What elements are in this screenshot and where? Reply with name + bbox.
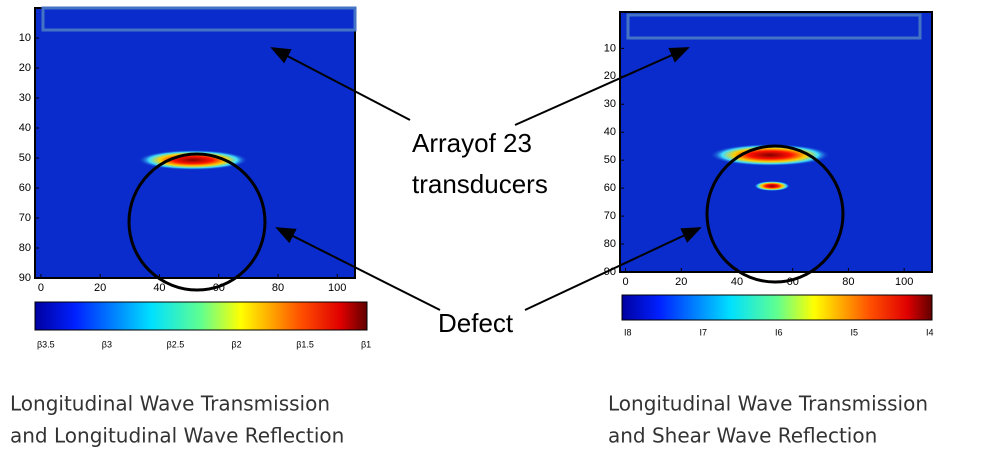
colorbar-label: I7: [700, 327, 708, 337]
y-tick-label: 70: [19, 212, 31, 224]
x-tick-label: 20: [675, 276, 687, 288]
caption: Longitudinal Wave Transmission: [608, 392, 928, 416]
y-tick-label: 90: [19, 272, 31, 284]
colorbar: [34, 301, 368, 331]
y-tick-label: 30: [604, 98, 616, 110]
y-tick-label: 70: [604, 210, 616, 222]
x-tick-label: 0: [38, 282, 44, 294]
colorbar-label: β1.5: [296, 339, 314, 349]
colorbar-label: β2: [231, 339, 241, 349]
colorbar-label: I6: [775, 327, 783, 337]
colorbar-label: β3.5: [37, 339, 55, 349]
blob: [754, 181, 790, 191]
y-tick-label: 40: [604, 126, 616, 138]
colorbar-label: I5: [851, 327, 859, 337]
x-tick-label: 80: [842, 276, 854, 288]
x-tick-label: 100: [328, 282, 346, 294]
colorbar-label: I4: [926, 327, 934, 337]
array-highlight: [41, 6, 357, 32]
annotation: Defect: [438, 308, 514, 338]
arrow: [270, 47, 411, 121]
blob: [138, 150, 248, 170]
arrow: [275, 227, 441, 311]
annotation: Arrayof 23: [412, 128, 532, 158]
y-tick-label: 80: [19, 242, 31, 254]
caption: and Longitudinal Wave Reflection: [10, 424, 344, 448]
caption: Longitudinal Wave Transmission: [10, 392, 330, 416]
y-tick-label: 30: [19, 92, 31, 104]
annotation: transducers: [412, 169, 548, 199]
y-tick-label: 20: [604, 70, 616, 82]
x-tick-label: 100: [895, 276, 913, 288]
x-tick-label: 40: [153, 282, 165, 294]
arrow: [524, 227, 702, 311]
colorbar-label: β1: [361, 339, 371, 349]
colorbar-label: β3: [102, 339, 112, 349]
x-tick-label: 80: [272, 282, 284, 294]
y-tick-label: 40: [19, 122, 31, 134]
x-tick-label: 40: [731, 276, 743, 288]
y-tick-label: 50: [19, 152, 31, 164]
y-tick-label: 60: [19, 182, 31, 194]
heatmap-field: [34, 7, 356, 279]
colorbar-label: β2.5: [167, 339, 185, 349]
y-tick-label: 60: [604, 182, 616, 194]
defect-circle: [127, 152, 267, 292]
colorbar: [621, 294, 933, 321]
y-tick-label: 10: [604, 42, 616, 54]
y-tick-label: 80: [604, 238, 616, 250]
heatmap-field: [619, 11, 933, 273]
x-tick-label: 20: [94, 282, 106, 294]
y-tick-label: 50: [604, 154, 616, 166]
defect-circle: [705, 144, 845, 284]
arrow: [514, 47, 690, 126]
y-tick-label: 10: [19, 32, 31, 44]
x-tick-label: 0: [623, 276, 629, 288]
array-highlight: [626, 13, 922, 40]
colorbar-label: I8: [624, 327, 632, 337]
y-tick-label: 20: [19, 62, 31, 74]
caption: and Shear Wave Reflection: [608, 424, 877, 448]
